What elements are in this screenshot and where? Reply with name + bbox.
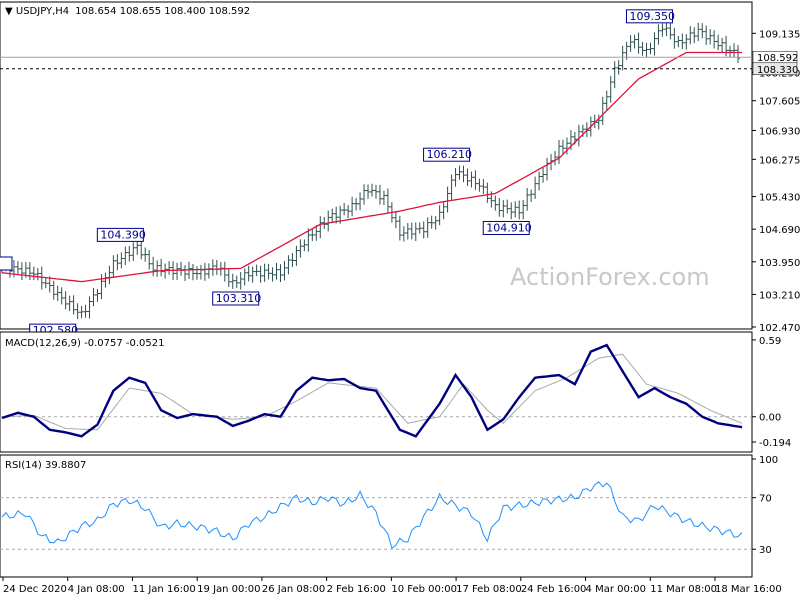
macd-title: MACD(12,26,9) -0.0757 -0.0521 [5, 338, 165, 349]
price-annotation-box-clipped [0, 256, 13, 271]
price-axis-tick-label: 105.430 [759, 193, 800, 204]
rsi-panel-frame [0, 454, 753, 578]
macd-main-line [1, 343, 743, 438]
price-axis-tick-label: 106.275 [759, 155, 800, 166]
macd-panel: MACD(12,26,9) -0.0757 -0.0521 [0, 331, 753, 453]
price-annotation: 104.390 [100, 228, 146, 241]
rsi-line [1, 481, 743, 550]
price-axis-tick-label: 104.690 [759, 225, 800, 236]
price-panel: ActionForex.com 102.580104.390103.310106… [0, 1, 753, 338]
reference-price-tag-box [752, 62, 798, 76]
price-axis-tick-label: 102.470 [759, 323, 800, 334]
time-axis-tick-label: 26 Jan 08:00 [262, 584, 325, 595]
price-axis: 109.135108.250107.605106.930106.275105.4… [752, 29, 800, 334]
macd-axis-tick-label: 0.00 [759, 413, 781, 424]
price-annotation-box [212, 291, 260, 306]
time-axis-tick-label: 4 Jan 08:00 [68, 584, 125, 595]
time-axis-tick-label: 19 Jan 00:00 [197, 584, 260, 595]
watermark: ActionForex.com [510, 263, 710, 291]
price-axis-tick-label: 106.930 [759, 126, 800, 137]
moving-average-line [1, 51, 742, 283]
current-price-tag: 108.592 [757, 53, 798, 64]
time-axis-tick-label: 4 Mar 00:00 [586, 584, 646, 595]
rsi-axis: 100 70 30 [752, 455, 778, 556]
price-axis-tick-label: 107.605 [759, 97, 800, 108]
time-axis-tick-label: 11 Mar 08:00 [650, 584, 717, 595]
chart-header-triangle-icon: ▼ [5, 6, 16, 17]
price-annotation-box [482, 220, 530, 235]
price-annotation: 103.310 [216, 292, 261, 305]
price-axis-tick-label: 103.950 [759, 258, 800, 269]
chart-header: ▼ USDJPY,H4 108.654 108.655 108.400 108.5… [5, 6, 250, 17]
time-axis-tick-label: 2 Feb 16:00 [327, 584, 386, 595]
time-axis-tick-label: 24 Feb 16:00 [521, 584, 587, 595]
rsi-axis-tick-label: 30 [759, 545, 772, 556]
reference-price-tag: 108.330 [757, 65, 798, 76]
rsi-axis-tick-label: 70 [759, 494, 772, 505]
time-axis: 24 Dec 2020 4 Jan 08:00 11 Jan 16:00 19 Jan… [2, 577, 782, 595]
rsi-axis-tick-label: 100 [759, 455, 778, 466]
symbol-label: USDJPY,H4 [16, 6, 69, 17]
price-annotation-box [625, 9, 673, 24]
rsi-title: RSI(14) 39.8807 [5, 460, 86, 471]
price-axis-tick-label: 109.135 [759, 29, 800, 40]
rsi-panel: RSI(14) 39.8807 [0, 454, 753, 578]
macd-axis-tick-label: -0.194 [759, 438, 791, 449]
price-annotation: 104.910 [486, 221, 532, 234]
time-axis-tick-label: 11 Jan 16:00 [132, 584, 195, 595]
price-annotation-box [96, 227, 144, 242]
time-axis-tick-label: 18 Mar 16:00 [715, 584, 782, 595]
time-axis-tick-label: 10 Feb 00:00 [391, 584, 457, 595]
price-annotation-box [423, 147, 471, 162]
time-axis-tick-label: 17 Feb 08:00 [456, 584, 522, 595]
time-axis-tick-label: 24 Dec 2020 [3, 584, 67, 595]
price-annotation: 106.210 [427, 148, 473, 161]
macd-axis-tick-label: 0.59 [759, 336, 781, 347]
ohlc-readout: 108.654 108.655 108.400 108.592 [75, 6, 250, 17]
price-axis-tick-label: 103.210 [759, 290, 800, 301]
macd-axis: 0.59 0.00 -0.194 [752, 336, 791, 449]
price-annotation: 109.350 [629, 10, 675, 23]
macd-signal-line [1, 353, 743, 431]
